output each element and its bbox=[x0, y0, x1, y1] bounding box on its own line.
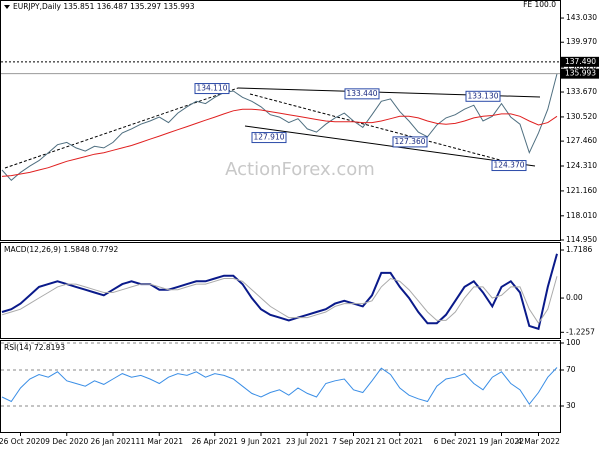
macd-panel bbox=[0, 242, 561, 339]
x-tick-label: 6 Dec 2021 bbox=[434, 437, 477, 446]
trendline bbox=[249, 93, 501, 161]
y-tick-label: 124.310 bbox=[566, 161, 597, 170]
menu-icon bbox=[4, 5, 10, 9]
price-tag-label: 137.490 bbox=[565, 57, 596, 66]
series-line bbox=[1, 73, 558, 181]
x-tick-label: 26 Jan 2021 bbox=[91, 437, 136, 446]
x-tick-label: 9 Jun 2021 bbox=[241, 437, 282, 446]
x-tick-label: 11 Mar 2021 bbox=[135, 437, 183, 446]
price-tag bbox=[561, 68, 599, 79]
price-panel bbox=[0, 0, 561, 241]
rsi-panel bbox=[0, 340, 561, 433]
y-tick-label: 100 bbox=[566, 338, 581, 347]
price-tag bbox=[561, 56, 599, 67]
y-tick-label: 127.460 bbox=[566, 136, 597, 145]
annotation-box bbox=[491, 160, 527, 172]
series-line bbox=[1, 276, 558, 325]
x-tick-label: 26 Apr 2021 bbox=[192, 437, 239, 446]
x-tick-label: 23 Jul 2021 bbox=[286, 437, 329, 446]
price-tag-label: 135.993 bbox=[565, 69, 596, 78]
y-tick-label: 30 bbox=[566, 401, 576, 410]
annotation-box bbox=[465, 90, 501, 102]
rsi-title: RSI(14) 72.8193 bbox=[4, 343, 65, 352]
y-tick-label: 118.010 bbox=[566, 211, 597, 220]
annotation-box bbox=[251, 132, 287, 144]
annotation-label: 134.110 bbox=[196, 84, 227, 93]
x-tick-label: 7 Sep 2021 bbox=[332, 437, 375, 446]
annotation-box bbox=[194, 83, 230, 95]
annotation-label: 124.370 bbox=[493, 161, 524, 170]
annotation-label: 133.440 bbox=[346, 89, 377, 98]
annotation-label: 133.130 bbox=[467, 91, 498, 100]
y-tick-label: 0.00 bbox=[566, 293, 583, 302]
y-tick-label: 114.950 bbox=[566, 235, 597, 244]
x-tick-label: 4 Mar 2022 bbox=[517, 437, 560, 446]
trendline bbox=[244, 125, 536, 167]
y-tick-label: 70 bbox=[566, 365, 576, 374]
y-tick-label: 121.160 bbox=[566, 186, 597, 195]
annotation-box bbox=[392, 136, 428, 148]
annotation-label: 127.910 bbox=[253, 133, 284, 142]
trendline bbox=[4, 87, 239, 169]
y-tick-label: 139.970 bbox=[566, 37, 597, 46]
subtitle: FE 100.0 bbox=[523, 0, 556, 9]
y-tick-label: 130.520 bbox=[566, 112, 597, 121]
chart-title: EURJPY,Daily 135.851 136.487 135.297 135… bbox=[13, 2, 195, 11]
y-tick-label: 133.670 bbox=[566, 87, 597, 96]
y-tick-label: -1.2257 bbox=[566, 327, 595, 336]
y-tick-label: 143.030 bbox=[566, 13, 597, 22]
watermark: ActionForex.com bbox=[225, 159, 375, 180]
macd-title: MACD(12,26,9) 1.5848 0.7792 bbox=[4, 245, 118, 254]
series-line bbox=[1, 367, 558, 406]
series-line bbox=[1, 108, 558, 177]
series-line bbox=[1, 253, 558, 331]
x-tick-label: 19 Jan 2022 bbox=[479, 437, 524, 446]
x-tick-label: 26 Oct 2020 bbox=[0, 437, 45, 446]
y-tick-label: 1.7186 bbox=[566, 245, 592, 254]
x-tick-label: 21 Oct 2021 bbox=[377, 437, 424, 446]
annotation-label: 127.360 bbox=[394, 137, 425, 146]
x-tick-label: 9 Dec 2020 bbox=[45, 437, 88, 446]
annotation-box bbox=[344, 88, 380, 100]
